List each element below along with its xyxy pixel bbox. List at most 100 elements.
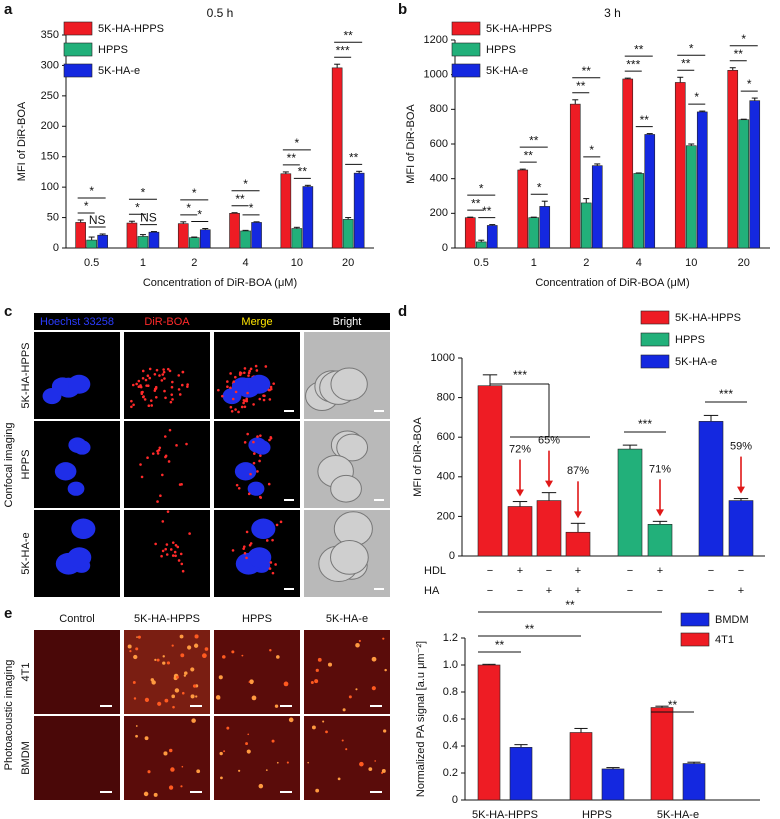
bar (188, 237, 200, 249)
bar (633, 173, 645, 249)
pa-spot (269, 649, 272, 652)
dye-spot (252, 440, 255, 444)
dye-spot (176, 545, 180, 549)
dye-spot (141, 376, 145, 380)
legend-label: HPPS (486, 44, 516, 56)
x-tick-label: 10 (291, 257, 303, 269)
bar (644, 134, 656, 249)
dye-spot (146, 374, 150, 378)
bar (591, 165, 603, 249)
pa-spot (204, 647, 209, 651)
x-tick-label: HPPS (582, 809, 612, 819)
dye-spot (279, 520, 283, 524)
pa-spot (355, 642, 360, 648)
pa-spot (172, 705, 175, 709)
dye-spot (262, 394, 265, 397)
pa-spot (129, 649, 132, 653)
bar (749, 100, 761, 249)
bar (177, 223, 189, 249)
pa-spot (168, 785, 174, 790)
row-label: HPPS (20, 450, 32, 480)
dye-spot (175, 444, 178, 447)
legend-swatch (451, 42, 481, 57)
bar (75, 222, 86, 249)
significance: * (589, 143, 594, 157)
pa-spot (358, 639, 361, 643)
condition-value: − (627, 565, 633, 577)
x-tick-label: 2 (583, 257, 589, 269)
significance: ** (298, 164, 308, 178)
nucleus (67, 374, 91, 394)
y-axis-label: MFI of DiR-BOA (16, 101, 28, 181)
pa-spot (238, 769, 241, 772)
significance: * (689, 41, 694, 55)
pa-spot (164, 698, 169, 703)
bar (291, 228, 303, 249)
bar (696, 111, 708, 249)
dye-spot (242, 547, 245, 550)
pa-spot (143, 791, 149, 797)
bar (647, 524, 673, 557)
pa-spot (341, 739, 344, 742)
legend-label: 5K-HA-e (98, 65, 140, 77)
bar (229, 213, 240, 249)
dye-spot (262, 398, 266, 402)
pa-spot (271, 739, 275, 743)
significance: NS (89, 213, 106, 227)
panel-letter: d (398, 303, 407, 320)
pa-spot (195, 695, 198, 698)
bar (601, 768, 625, 801)
condition-name: HDL (424, 565, 446, 577)
pa-spot (180, 785, 183, 788)
dye-spot (246, 391, 249, 395)
panel-letter: e (4, 605, 12, 622)
dye-spot (150, 404, 154, 407)
y-tick-label: 1.2 (443, 632, 458, 644)
x-tick-label: 20 (342, 257, 354, 269)
dye-spot (166, 367, 170, 371)
significance: * (141, 185, 146, 199)
arrow-head (656, 509, 664, 517)
bar (486, 225, 498, 249)
dye-spot (137, 385, 141, 388)
pa-spot (345, 748, 348, 751)
nucleus (71, 518, 96, 540)
dye-spot (159, 494, 162, 498)
significance: ** (681, 56, 691, 70)
bar (280, 173, 292, 249)
y-tick-label: 400 (430, 173, 448, 185)
dye-spot (149, 399, 153, 402)
y-tick-label: 150 (41, 151, 59, 163)
dye-spot (234, 375, 237, 379)
pa-image (304, 716, 390, 800)
dye-spot (140, 475, 144, 479)
pa-spot (219, 751, 223, 756)
row-label: 5K-HA-HPPS (20, 342, 32, 408)
pa-spot (222, 655, 226, 659)
dye-spot (249, 367, 253, 371)
pa-spot (265, 769, 268, 771)
dye-spot (186, 385, 189, 388)
bar (353, 172, 365, 249)
significance: * (89, 184, 94, 198)
pa-spot (381, 768, 386, 773)
pa-spot (245, 742, 248, 746)
pa-spot (374, 760, 376, 762)
y-tick-label: 0 (442, 242, 448, 254)
pa-spot (194, 634, 199, 639)
dye-spot (174, 543, 178, 547)
x-tick-label: 0.5 (84, 257, 99, 269)
significance: *** (719, 387, 733, 401)
y-tick-label: 0 (452, 794, 458, 806)
condition-value: + (517, 565, 523, 577)
dye-spot (229, 372, 232, 375)
pa-spot (371, 656, 377, 662)
dye-spot (243, 405, 247, 409)
dye-spot (240, 405, 244, 409)
dye-spot (164, 547, 167, 551)
significance: *** (638, 417, 652, 431)
dye-spot (168, 428, 172, 432)
x-tick-label: 4 (636, 257, 642, 269)
pa-spot (288, 717, 294, 723)
dye-spot (230, 410, 234, 413)
